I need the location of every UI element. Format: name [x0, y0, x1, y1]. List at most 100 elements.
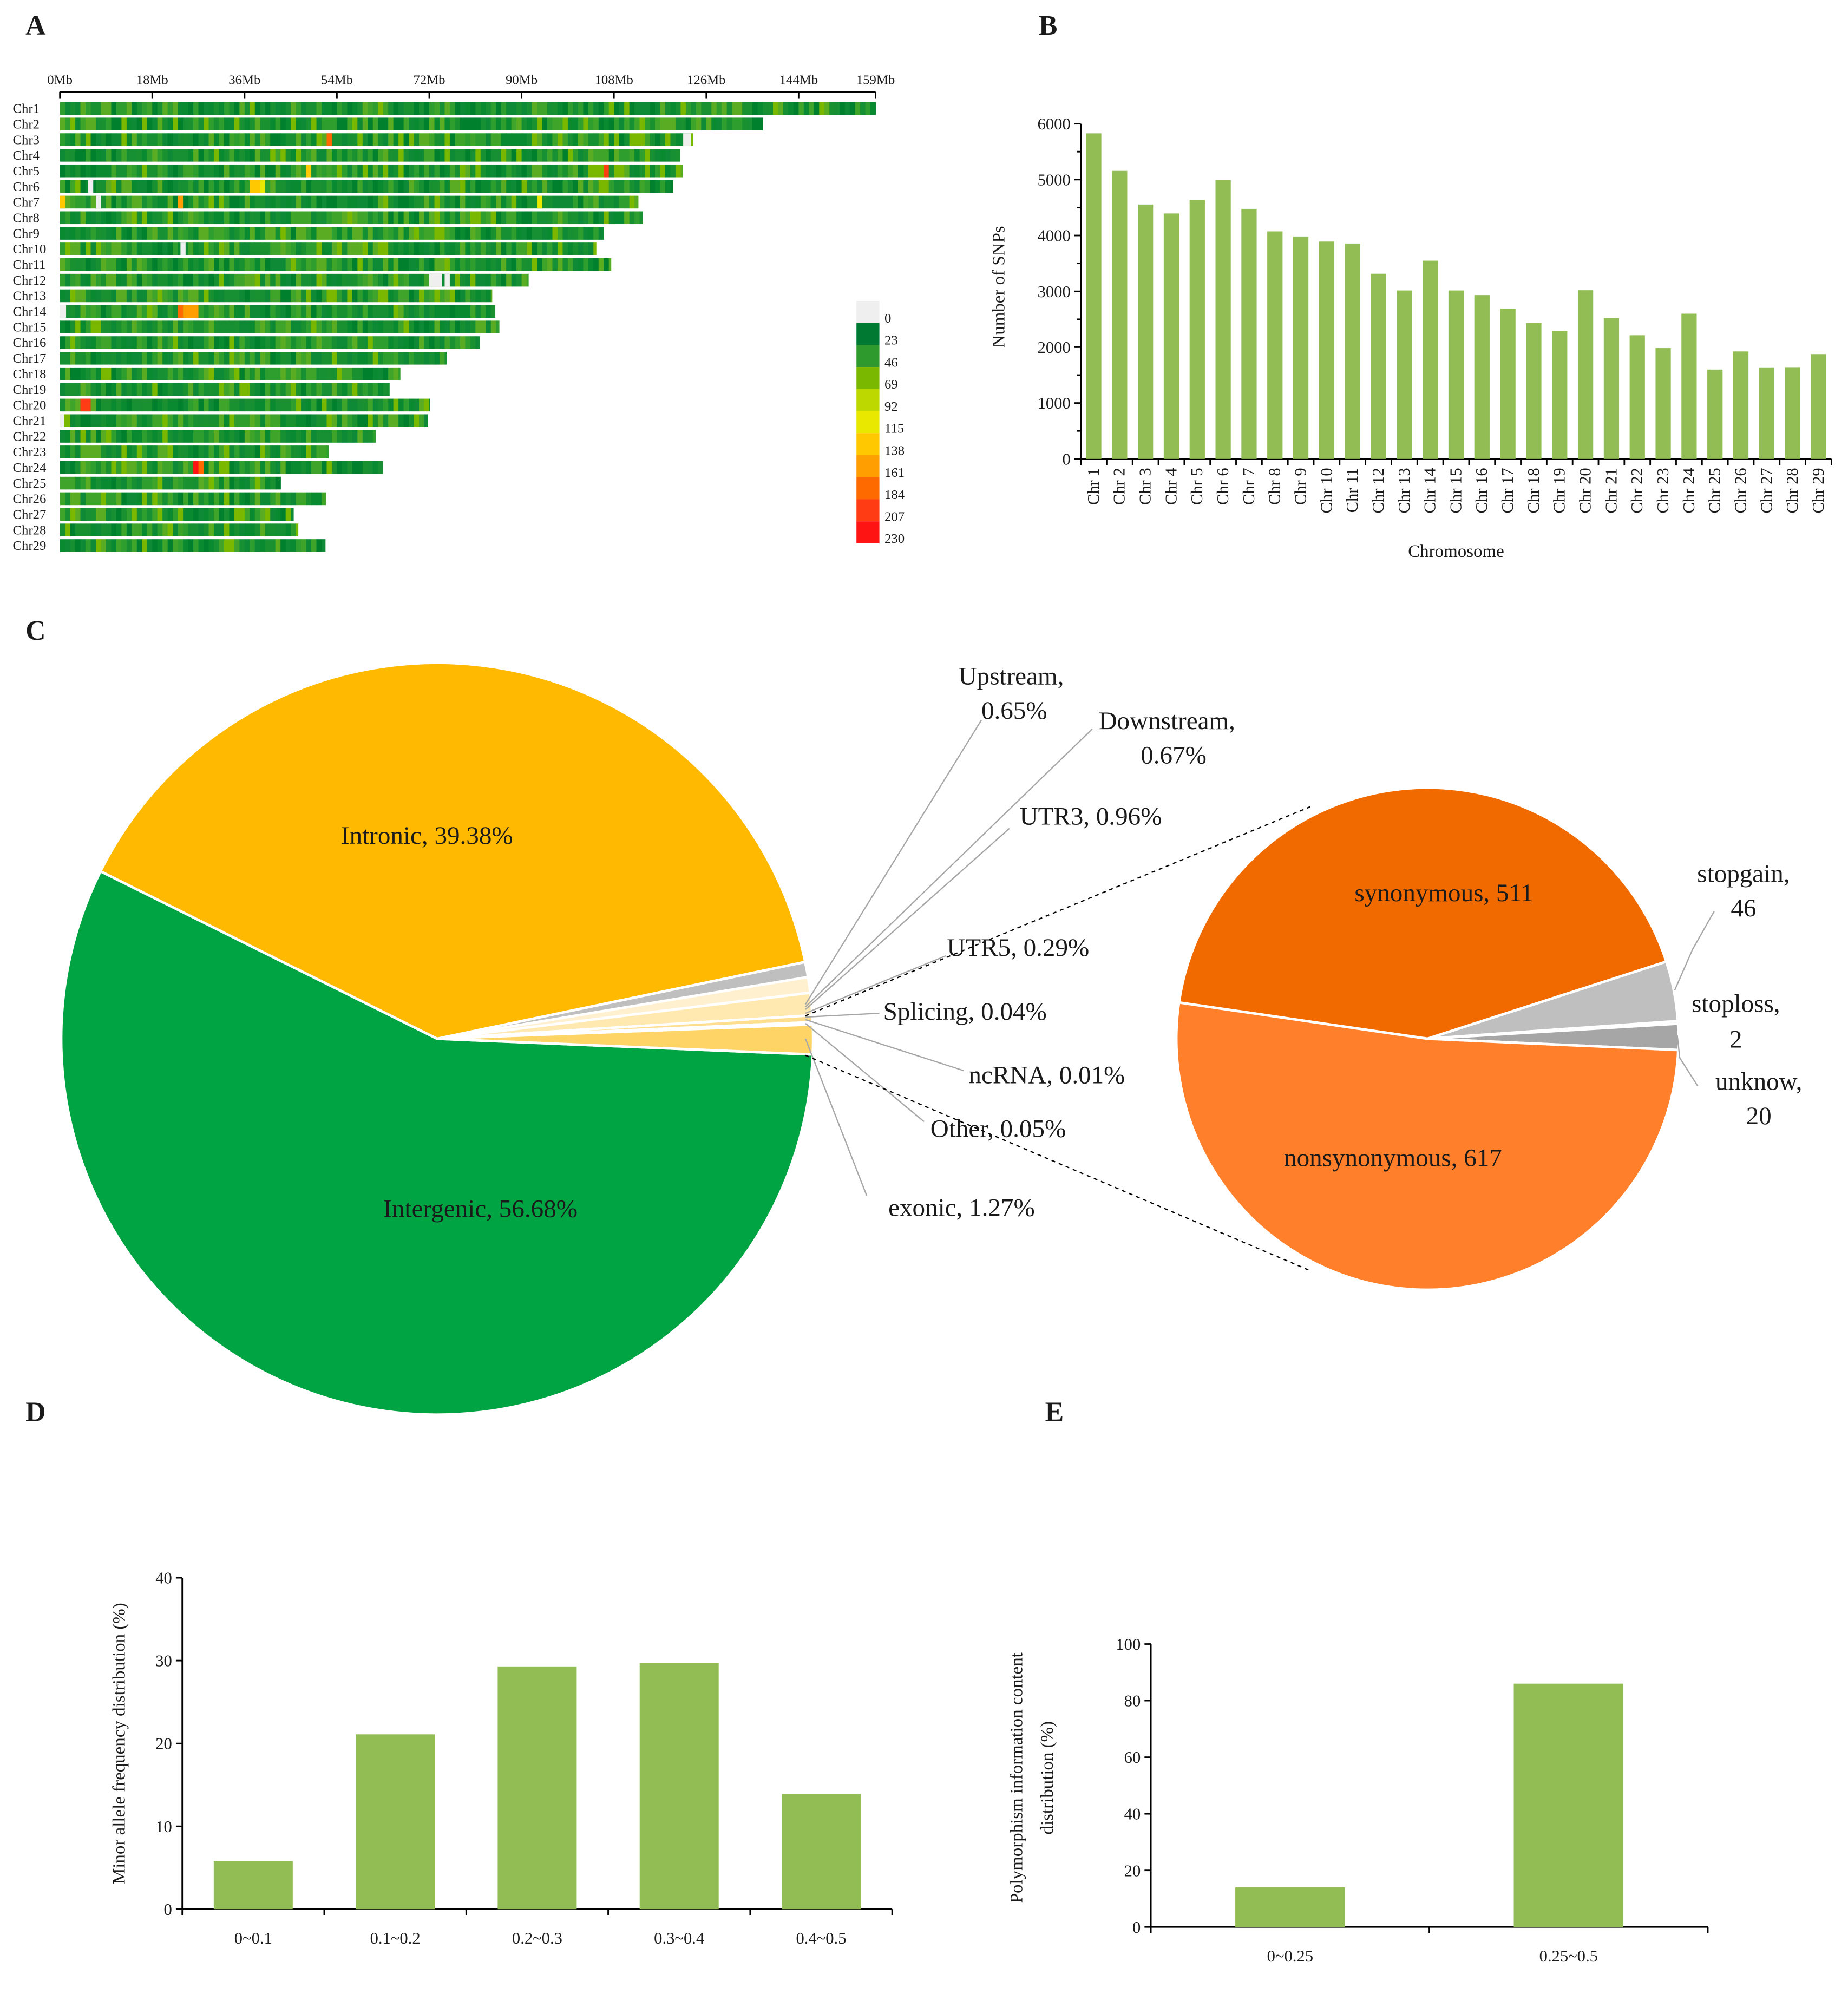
density-bin	[250, 445, 255, 458]
label-stoploss: stoploss,	[1692, 990, 1780, 1018]
density-bin	[439, 289, 445, 303]
density-bin	[183, 133, 189, 146]
density-bin	[70, 289, 76, 303]
density-bin	[378, 383, 384, 396]
density-bin	[311, 102, 317, 115]
density-bin	[116, 539, 122, 552]
x-axis-title: Chromosome	[1408, 542, 1504, 561]
density-bin	[362, 258, 368, 271]
density-bin	[414, 133, 420, 146]
density-bin	[111, 445, 117, 458]
density-bin	[573, 242, 579, 255]
density-bin	[275, 398, 281, 412]
density-bin	[347, 414, 353, 427]
density-bin	[409, 305, 415, 318]
density-bin	[301, 273, 307, 287]
density-bin	[265, 523, 271, 536]
density-bin	[219, 492, 225, 506]
density-bin	[342, 398, 348, 412]
density-bin	[306, 305, 312, 318]
density-bin	[75, 414, 81, 427]
density-bin	[219, 508, 225, 521]
density-bin	[208, 305, 214, 318]
density-bin	[429, 211, 435, 225]
density-bin	[542, 195, 548, 209]
density-bin	[414, 211, 420, 225]
x-tick-label: Chr 13	[1395, 468, 1413, 513]
density-bin	[296, 320, 302, 333]
density-bin	[121, 398, 127, 412]
density-bin	[239, 539, 245, 552]
density-bin	[398, 180, 404, 193]
density-bin	[326, 336, 332, 349]
density-bin	[213, 149, 220, 162]
panel-c-pie-charts: Intronic, 39.38%Intergenic, 56.68%Upstre…	[60, 661, 1802, 1416]
density-bin	[619, 102, 625, 115]
density-bin	[444, 258, 450, 271]
density-bin	[352, 195, 358, 209]
density-bin	[588, 149, 594, 162]
density-bin	[660, 164, 666, 178]
density-bin	[521, 149, 527, 162]
density-bin	[501, 180, 507, 193]
density-bin	[352, 242, 358, 255]
density-bin	[291, 461, 297, 474]
density-bin	[372, 320, 378, 333]
density-bin	[275, 211, 281, 225]
density-bin	[527, 227, 533, 240]
density-bin	[280, 383, 286, 396]
density-bin	[383, 289, 389, 303]
density-bin	[80, 367, 86, 380]
density-bin	[65, 414, 71, 427]
density-bin	[362, 242, 368, 255]
density-bin	[655, 164, 661, 178]
density-bin	[86, 102, 91, 115]
density-bin	[121, 367, 127, 380]
density-bin	[650, 117, 656, 130]
density-bin	[598, 102, 604, 115]
density-bin	[552, 211, 558, 225]
density-bin	[106, 461, 112, 474]
density-bin	[614, 149, 620, 162]
density-bin	[285, 414, 291, 427]
density-bin	[106, 133, 112, 146]
density-bin	[403, 195, 409, 209]
bar-Chr-3	[1138, 204, 1154, 459]
density-bin	[337, 461, 343, 474]
density-bin	[409, 289, 415, 303]
density-bin	[388, 273, 394, 287]
x-tick-label: Chr 24	[1680, 468, 1698, 513]
density-bin	[254, 398, 260, 412]
density-bin	[250, 211, 255, 225]
density-bin	[496, 133, 502, 146]
density-bin	[244, 383, 251, 396]
density-bin	[588, 227, 594, 240]
density-bin	[496, 180, 502, 193]
density-bin	[388, 211, 394, 225]
density-bin	[239, 367, 245, 380]
density-bin	[239, 352, 245, 365]
density-bin	[378, 211, 384, 225]
density-bin	[270, 476, 276, 490]
density-bin	[198, 523, 204, 536]
density-bin	[239, 133, 245, 146]
density-bin	[193, 227, 199, 240]
density-bin	[188, 211, 194, 225]
density-bin	[142, 367, 148, 380]
density-bin	[372, 211, 378, 225]
density-bin	[486, 305, 492, 318]
density-bin	[449, 117, 456, 130]
density-bin	[639, 133, 645, 146]
density-bin	[639, 211, 643, 225]
density-bin	[173, 367, 179, 380]
density-bin	[291, 492, 297, 506]
density-bin	[357, 383, 363, 396]
density-bin	[188, 508, 194, 521]
density-bin	[429, 227, 435, 240]
density-bin	[147, 164, 153, 178]
density-bin	[372, 352, 378, 365]
density-bin	[378, 320, 384, 333]
density-bin	[147, 258, 153, 271]
density-bin	[90, 227, 96, 240]
density-bin	[516, 102, 522, 115]
